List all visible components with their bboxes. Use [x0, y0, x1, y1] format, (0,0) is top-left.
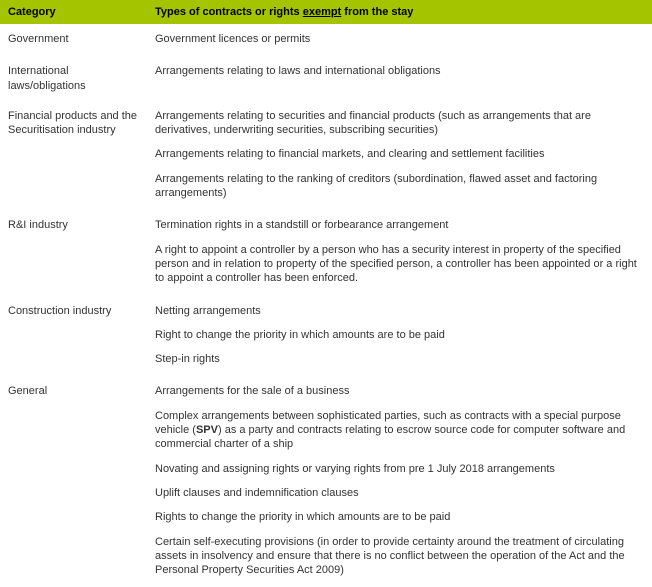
header-types-prefix: Types of contracts or rights: [155, 6, 303, 18]
types-cell: Arrangements relating to securities and …: [147, 101, 652, 210]
list-item: Arrangements relating to laws and intern…: [155, 60, 644, 84]
table-header-row: Category Types of contracts or rights ex…: [0, 0, 652, 24]
list-item: Arrangements relating to financial marke…: [155, 143, 644, 167]
list-item: Government licences or permits: [155, 28, 644, 52]
list-item: Arrangements relating to securities and …: [155, 105, 644, 144]
types-cell: Netting arrangementsRight to change the …: [147, 296, 652, 377]
list-item: A right to appoint a controller by a per…: [155, 239, 644, 292]
list-item: Termination rights in a standstill or fo…: [155, 214, 644, 238]
header-category: Category: [0, 0, 147, 24]
table-row: Government Government licences or permits: [0, 24, 652, 56]
category-cell: Construction industry: [0, 296, 147, 377]
category-cell: General: [0, 376, 147, 587]
exemption-table: Category Types of contracts or rights ex…: [0, 0, 652, 587]
list-item: Step-in rights: [155, 348, 644, 372]
types-cell: Arrangements for the sale of a businessC…: [147, 376, 652, 587]
category-cell: Financial products and the Securitisatio…: [0, 101, 147, 210]
list-item: Rights to change the priority in which a…: [155, 506, 644, 530]
list-item: Right to change the priority in which am…: [155, 324, 644, 348]
list-item: Uplift clauses and indemnification claus…: [155, 482, 644, 506]
table-row: R&I industry Termination rights in a stan…: [0, 210, 652, 295]
types-cell: Government licences or permits: [147, 24, 652, 56]
list-item: Certain self-executing provisions (in or…: [155, 531, 644, 584]
header-types-suffix: from the stay: [341, 6, 413, 18]
table-row: Financial products and the Securitisatio…: [0, 101, 652, 210]
list-item: Arrangements relating to the ranking of …: [155, 168, 644, 207]
types-cell: Arrangements relating to laws and intern…: [147, 56, 652, 101]
list-item: Complex arrangements between sophisticat…: [155, 405, 644, 458]
list-item: Novating and assigning rights or varying…: [155, 458, 644, 482]
table-row: GeneralArrangements for the sale of a bu…: [0, 376, 652, 587]
header-types: Types of contracts or rights exempt from…: [147, 0, 652, 24]
table-row: International laws/obligations Arrangemen…: [0, 56, 652, 101]
list-item: Arrangements for the sale of a business: [155, 380, 644, 404]
category-cell: International laws/obligations: [0, 56, 147, 101]
category-cell: Government: [0, 24, 147, 56]
types-cell: Termination rights in a standstill or fo…: [147, 210, 652, 295]
header-types-underlined: exempt: [303, 6, 342, 18]
category-cell: R&I industry: [0, 210, 147, 295]
list-item: Netting arrangements: [155, 300, 644, 324]
table-row: Construction industryNetting arrangement…: [0, 296, 652, 377]
